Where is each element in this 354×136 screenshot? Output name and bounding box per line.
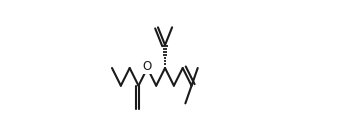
Text: O: O [143, 60, 152, 73]
